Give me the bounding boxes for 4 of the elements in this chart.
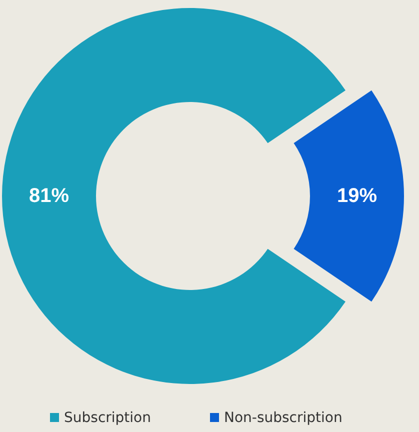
legend-label: Non-subscription (224, 410, 342, 426)
legend-label: Subscription (64, 410, 151, 426)
data-label: 19% (336, 185, 378, 207)
data-label: 81% (28, 185, 70, 207)
